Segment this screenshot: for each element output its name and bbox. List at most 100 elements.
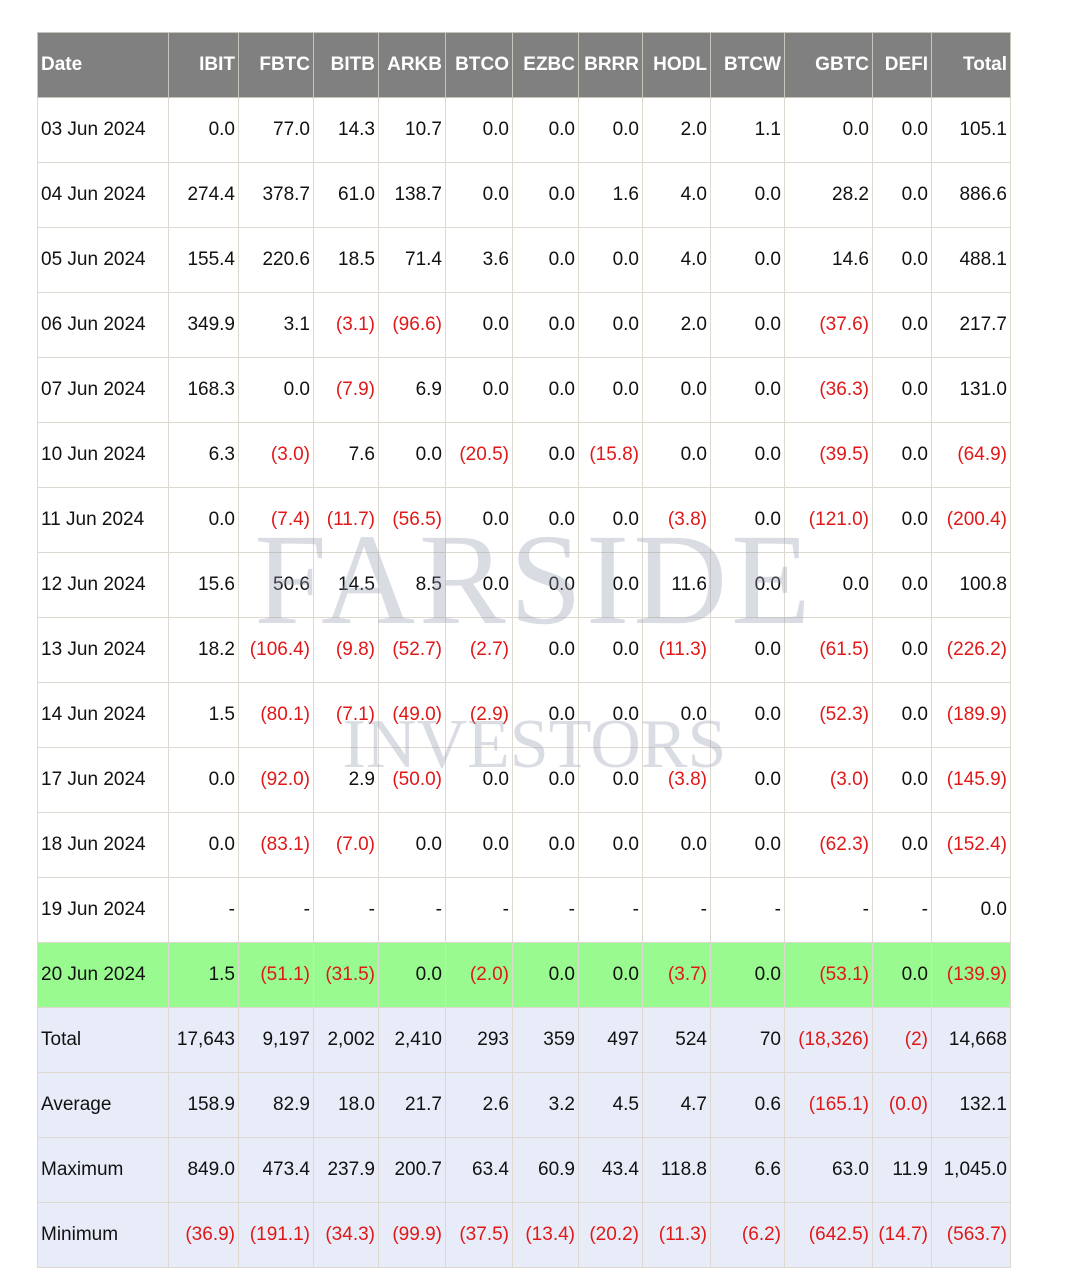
cell-btcw: 0.6 [710,1072,785,1138]
cell-brrr: 497 [578,1007,643,1073]
cell-hodl: 4.0 [642,162,711,228]
cell-hodl: 524 [642,1007,711,1073]
cell-brrr: 0.0 [578,97,643,163]
cell-ezbc: 0.0 [512,357,579,423]
cell-total: (64.9) [931,422,1011,488]
row-label: 11 Jun 2024 [37,487,169,553]
table-row: 03 Jun 2024 0.0 77.0 14.3 10.7 0.0 0.0 0.0 2.0 1.… [37,97,1011,163]
cell-gbtc: 63.0 [784,1137,873,1203]
cell-arkb: 6.9 [378,357,446,423]
cell-arkb: (99.9) [378,1202,446,1268]
cell-fbtc: 82.9 [238,1072,314,1138]
row-label: 04 Jun 2024 [37,162,169,228]
cell-arkb: 200.7 [378,1137,446,1203]
cell-hodl: 2.0 [642,97,711,163]
column-header-gbtc: GBTC [784,32,873,98]
cell-btcw: 0.0 [710,942,785,1008]
cell-total: (200.4) [931,487,1011,553]
cell-bitb: 61.0 [313,162,379,228]
cell-defi: 0.0 [872,292,932,358]
table-row: 10 Jun 2024 6.3 (3.0) 7.6 0.0 (20.5) 0.0 (15.8)… [37,422,1011,488]
cell-gbtc: (53.1) [784,942,873,1008]
cell-hodl: (11.3) [642,617,711,683]
cell-gbtc: (165.1) [784,1072,873,1138]
row-label: Average [37,1072,169,1138]
row-label: 13 Jun 2024 [37,617,169,683]
cell-total: 131.0 [931,357,1011,423]
cell-gbtc: (61.5) [784,617,873,683]
cell-ezbc: 0.0 [512,747,579,813]
column-header-ezbc: EZBC [512,32,579,98]
cell-total: 14,668 [931,1007,1011,1073]
table-row: 20 Jun 2024 1.5 (51.1) (31.5) 0.0 (2.0) 0.0 0.0… [37,942,1011,1008]
cell-btcw: 0.0 [710,552,785,618]
cell-brrr: 0.0 [578,487,643,553]
cell-total: 886.6 [931,162,1011,228]
cell-fbtc: 0.0 [238,357,314,423]
cell-bitb: (7.1) [313,682,379,748]
cell-btcw: 0.0 [710,227,785,293]
cell-bitb: 237.9 [313,1137,379,1203]
cell-bitb: (34.3) [313,1202,379,1268]
table-row: 19 Jun 2024- - - - - - - - - - -0.0 [37,877,1011,943]
cell-arkb: 2,410 [378,1007,446,1073]
cell-defi: 0.0 [872,162,932,228]
cell-gbtc: (121.0) [784,487,873,553]
cell-btcw: 0.0 [710,422,785,488]
cell-brrr: 1.6 [578,162,643,228]
cell-hodl: 2.0 [642,292,711,358]
cell-hodl: 118.8 [642,1137,711,1203]
cell-btcw: 70 [710,1007,785,1073]
cell-ezbc: 0.0 [512,227,579,293]
cell-gbtc: (18,326) [784,1007,873,1073]
cell-btcw: 0.0 [710,357,785,423]
cell-ibit: 155.4 [168,227,239,293]
row-label: 10 Jun 2024 [37,422,169,488]
cell-brrr: - [578,877,643,943]
cell-gbtc: (62.3) [784,812,873,878]
cell-ezbc: 60.9 [512,1137,579,1203]
cell-ibit: 0.0 [168,487,239,553]
cell-brrr: 0.0 [578,812,643,878]
cell-gbtc: (37.6) [784,292,873,358]
cell-btco: (2.7) [445,617,513,683]
cell-brrr: 43.4 [578,1137,643,1203]
cell-defi: (0.0) [872,1072,932,1138]
row-label: 14 Jun 2024 [37,682,169,748]
cell-arkb: 0.0 [378,422,446,488]
cell-hodl: 0.0 [642,357,711,423]
column-header-defi: DEFI [872,32,932,98]
cell-total: (226.2) [931,617,1011,683]
cell-arkb: (52.7) [378,617,446,683]
cell-arkb: 0.0 [378,942,446,1008]
cell-ezbc: 0.0 [512,617,579,683]
cell-ibit: 0.0 [168,97,239,163]
cell-brrr: 0.0 [578,682,643,748]
cell-brrr: 0.0 [578,357,643,423]
cell-ezbc: 0.0 [512,812,579,878]
cell-btcw: 0.0 [710,617,785,683]
cell-ibit: 17,643 [168,1007,239,1073]
cell-ibit: 168.3 [168,357,239,423]
cell-bitb: 14.3 [313,97,379,163]
cell-btco: - [445,877,513,943]
summary-row-average: Average 158.9 82.9 18.0 21.7 2.6 3.2 4.5 4.7 0.6(… [37,1072,1011,1138]
cell-defi: 0.0 [872,357,932,423]
cell-hodl: 4.0 [642,227,711,293]
cell-btcw: - [710,877,785,943]
cell-fbtc: (92.0) [238,747,314,813]
cell-arkb: (56.5) [378,487,446,553]
cell-arkb: 10.7 [378,97,446,163]
cell-defi: 11.9 [872,1137,932,1203]
cell-bitb: 14.5 [313,552,379,618]
cell-brrr: 0.0 [578,942,643,1008]
cell-ezbc: 359 [512,1007,579,1073]
summary-row-total: Total 17,643 9,197 2,002 2,410 293 359 497 524 70… [37,1007,1011,1073]
cell-ezbc: 0.0 [512,682,579,748]
cell-defi: 0.0 [872,812,932,878]
cell-bitb: 2.9 [313,747,379,813]
cell-arkb: (96.6) [378,292,446,358]
cell-btco: (2.9) [445,682,513,748]
cell-brrr: (15.8) [578,422,643,488]
cell-btco: (2.0) [445,942,513,1008]
